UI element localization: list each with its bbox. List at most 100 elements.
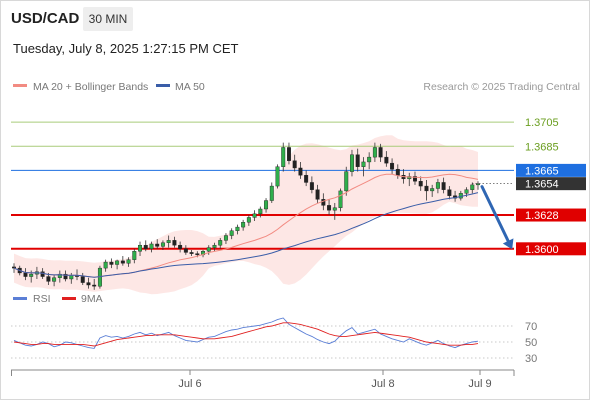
candle-body: [327, 205, 332, 211]
level-label-1-3600: 1.3600: [525, 244, 559, 256]
candle-body: [143, 244, 148, 250]
candle-body: [264, 200, 269, 210]
candle-body: [246, 217, 251, 223]
symbol-title: USD/CAD: [11, 10, 80, 27]
level-label-1-3705: 1.3705: [525, 117, 559, 129]
candle-body: [86, 282, 91, 286]
candle-body: [470, 184, 475, 190]
candle-body: [286, 147, 291, 161]
candle-body: [315, 189, 320, 200]
support-tag: [516, 208, 586, 222]
candle-body: [367, 156, 372, 163]
rsi-legend-label: RSI: [33, 293, 51, 305]
candle-body: [229, 230, 234, 236]
x-axis: Jul 6 Jul 8 Jul 9: [11, 369, 515, 390]
candle-body: [298, 167, 303, 176]
forecast-arrow-shaft: [480, 185, 512, 247]
ma50-legend-label: MA 50: [175, 81, 205, 93]
candle-body: [464, 189, 469, 194]
candle-body: [372, 147, 377, 158]
candle-body: [92, 284, 97, 287]
x-tick-label: Jul 8: [371, 378, 394, 390]
candle-body: [458, 193, 463, 199]
candle-body: [120, 260, 125, 264]
candle-body: [178, 244, 183, 250]
level-label-1-3628: 1.3628: [525, 210, 559, 222]
candle-body: [441, 182, 446, 190]
candle-body: [413, 176, 417, 182]
candle-body: [46, 276, 51, 282]
candle-body: [57, 273, 62, 278]
timeframe-badge[interactable]: 30 MIN: [83, 7, 133, 31]
ma50-legend-swatch: [156, 84, 170, 87]
candle-body: [269, 185, 274, 201]
last-price-tag: [516, 177, 586, 191]
rsi-line: [13, 317, 479, 349]
candle-body: [281, 147, 286, 167]
candle-body: [384, 156, 389, 164]
candle-body: [258, 208, 263, 215]
candle-body: [166, 240, 171, 243]
candle-body: [344, 171, 349, 192]
candle-body: [183, 248, 188, 253]
level-labels-layer: 1.3705 1.3685 1.3665 1.3654 1.3628 1.3600: [516, 117, 586, 256]
candle-body: [332, 207, 337, 211]
candle-body: [424, 185, 429, 192]
x-tick-label: Jul 6: [178, 378, 201, 390]
candle-body: [155, 243, 160, 247]
candle-body: [418, 181, 423, 187]
support-tag: [516, 242, 586, 256]
rsi-9ma-line: [13, 322, 479, 347]
candle-body: [218, 240, 223, 246]
candle-body: [292, 160, 297, 169]
ma20-legend-label: MA 20 + Bollinger Bands: [33, 81, 148, 93]
candle-body: [29, 273, 34, 277]
rsi-tick-50: 50: [525, 337, 537, 349]
candle-body: [132, 251, 137, 260]
level-label-1-3654: 1.3654: [525, 179, 559, 191]
candle-body: [115, 260, 120, 265]
candle-body: [212, 244, 217, 248]
candle-body: [12, 266, 16, 269]
ma50-line: [13, 192, 479, 278]
candle-body: [476, 183, 480, 186]
candle-body: [80, 276, 85, 283]
candle-body: [435, 182, 440, 189]
candle-body: [109, 261, 114, 265]
candle-body: [447, 189, 452, 196]
candle-body: [378, 147, 383, 158]
candle-body: [275, 166, 280, 187]
credit-label: Research © 2025 Trading Central: [423, 81, 580, 93]
candle-body: [149, 243, 154, 250]
forecast-layer: [480, 185, 514, 250]
level-label-1-3685: 1.3685: [525, 141, 559, 153]
rsi-tick-70: 70: [525, 321, 537, 333]
rsi-legend-swatch: [13, 297, 27, 300]
candle-body: [361, 161, 366, 167]
candle-body: [69, 275, 74, 280]
candle-body: [160, 242, 165, 247]
candle-body: [52, 277, 57, 282]
candle-body: [103, 261, 108, 269]
x-tick-label: Jul 9: [468, 378, 491, 390]
levels-layer: [11, 121, 514, 250]
candle-body: [407, 176, 412, 180]
ma20-legend-swatch: [13, 84, 27, 87]
candle-body: [235, 226, 240, 231]
level-label-1-3665: 1.3665: [525, 165, 559, 177]
candle-body: [338, 190, 343, 208]
candle-body: [195, 253, 200, 256]
candle-body: [252, 213, 257, 218]
pivot-tag: [516, 163, 586, 177]
candle-body: [304, 175, 309, 183]
moving-average-layer: [13, 173, 479, 278]
candle-body: [395, 168, 400, 176]
forecast-arrow-head: [502, 238, 514, 250]
candle-body: [23, 272, 28, 277]
ma9-legend-label: 9MA: [81, 293, 103, 305]
candle-body: [138, 244, 143, 252]
candle-body: [430, 188, 435, 192]
candle-body: [349, 154, 354, 172]
candle-body: [390, 162, 395, 170]
